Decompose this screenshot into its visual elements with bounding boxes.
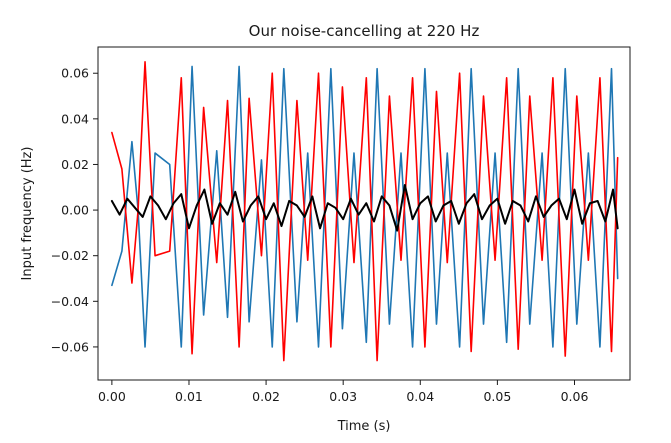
x-tick-label: 0.03: [329, 389, 357, 404]
y-tick-label: 0.04: [61, 111, 89, 126]
y-axis-label: Input frequency (Hz): [20, 147, 35, 281]
x-tick-label: 0.00: [98, 389, 126, 404]
y-tick-label: 0.02: [61, 157, 89, 172]
x-axis: 0.00 0.01 0.02 0.03 0.04 0.05 0.06: [98, 380, 588, 404]
chart-title: Our noise-cancelling at 220 Hz: [249, 22, 480, 40]
x-tick-label: 0.06: [561, 389, 589, 404]
y-tick-label: 0.06: [61, 66, 89, 81]
y-tick-label: −0.02: [51, 248, 89, 263]
y-tick-label: −0.04: [51, 294, 89, 309]
y-tick-label: 0.00: [61, 203, 89, 218]
y-tick-label: −0.06: [51, 339, 89, 354]
y-axis: 0.06 0.04 0.02 0.00 −0.02 −0.04 −0.06: [51, 66, 98, 354]
x-axis-label: Time (s): [337, 419, 391, 434]
x-tick-label: 0.05: [483, 389, 511, 404]
plot-area: [110, 61, 619, 362]
black-series-line: [110, 183, 619, 232]
x-tick-label: 0.04: [406, 389, 434, 404]
x-tick-label: 0.02: [252, 389, 280, 404]
x-tick-label: 0.01: [175, 389, 203, 404]
axes-frame: [97, 46, 631, 381]
